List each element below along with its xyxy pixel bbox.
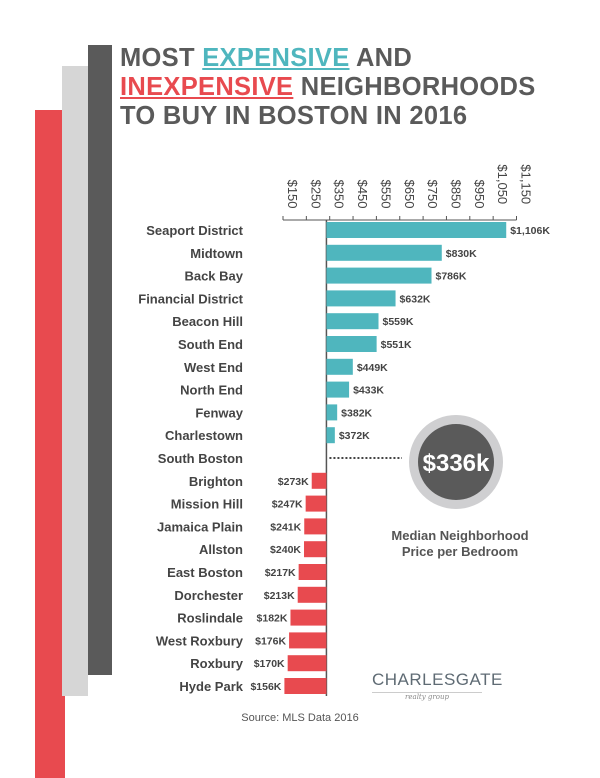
category-label: Mission Hill (171, 497, 243, 512)
bar-inexpensive (297, 586, 327, 603)
x-tick-label: $950 (472, 180, 487, 209)
category-label: West Roxbury (156, 633, 244, 648)
bar-inexpensive (284, 678, 327, 694)
category-label: Hyde Park (179, 679, 243, 694)
x-tick-label: $450 (355, 180, 370, 209)
bar-expensive (326, 358, 353, 375)
value-label: $240K (270, 544, 301, 556)
x-tick-label: $550 (378, 180, 393, 209)
bar-expensive (326, 222, 507, 238)
value-label: $830K (446, 248, 477, 260)
bar-expensive (326, 313, 379, 330)
value-label: $241K (270, 521, 301, 533)
value-label: $170K (254, 658, 285, 670)
category-label: Charlestown (165, 428, 243, 443)
x-tick-label: $350 (332, 180, 347, 209)
category-label: Roslindale (177, 611, 243, 626)
x-tick-label: $250 (308, 180, 323, 209)
light-gray-stripe (62, 66, 88, 696)
category-label: Allston (199, 542, 243, 557)
chart-title: MOST EXPENSIVE AND INEXPENSIVE NEIGHBORH… (120, 44, 536, 131)
logo-main: CHARLESGATE (372, 670, 503, 689)
bar-inexpensive (305, 495, 327, 512)
median-label-line1: Median Neighborhood (391, 528, 529, 543)
bar-expensive (326, 290, 396, 307)
category-label: North End (180, 383, 243, 398)
bar-expensive (326, 244, 442, 261)
category-label: Back Bay (184, 269, 243, 284)
logo-sub: realty group (372, 692, 482, 701)
title-word: MOST (120, 44, 203, 72)
value-label: $213K (264, 590, 295, 602)
bar-expensive (326, 336, 377, 352)
category-label: Midtown (190, 246, 243, 261)
category-label: Dorchester (174, 588, 243, 603)
median-circle (418, 424, 494, 500)
bar-expensive (326, 381, 350, 398)
value-label: $273K (278, 476, 309, 488)
title-word: NEIGHBORHOODS (293, 73, 536, 101)
title-inexpensive: INEXPENSIVE (120, 73, 294, 101)
value-label: $217K (265, 567, 296, 579)
bar-expensive (326, 267, 432, 284)
charlesgate-logo: CHARLESGATE realty group (372, 670, 503, 701)
category-label: South Boston (158, 451, 243, 466)
title-line3: TO BUY IN BOSTON IN 2016 (120, 102, 468, 130)
x-tick-label: $650 (402, 180, 417, 209)
x-tick-label: $150 (285, 180, 300, 209)
bar-inexpensive (311, 472, 327, 489)
bar-inexpensive (287, 655, 327, 672)
value-label: $156K (250, 681, 281, 693)
value-label: $382K (341, 407, 372, 419)
bar-inexpensive (304, 541, 327, 558)
source-note: Source: MLS Data 2016 (241, 712, 359, 724)
red-stripe (35, 110, 65, 778)
value-label: $176K (255, 635, 286, 647)
title-word: AND (349, 44, 413, 72)
median-value: $336k (423, 450, 490, 477)
value-label: $449K (357, 362, 388, 374)
value-label: $247K (272, 499, 303, 511)
category-label: Roxbury (190, 656, 244, 671)
x-tick-label: $850 (448, 180, 463, 209)
value-label: $632K (400, 293, 431, 305)
bar-inexpensive (289, 632, 327, 649)
category-label: West End (184, 360, 243, 375)
bar-inexpensive (298, 564, 327, 580)
x-tick-label: $750 (425, 180, 440, 209)
value-label: $1,106K (510, 225, 550, 237)
title-expensive: EXPENSIVE (202, 44, 350, 72)
bar-inexpensive (290, 609, 327, 626)
category-label: South End (178, 337, 243, 352)
x-tick-label: $1,150 (519, 164, 534, 204)
category-label: Beacon Hill (172, 314, 243, 329)
bar-expensive (326, 404, 338, 421)
category-label: East Boston (167, 565, 243, 580)
median-label: Median Neighborhood Price per Bedroom (380, 528, 540, 560)
value-label: $372K (339, 430, 370, 442)
value-label: $559K (383, 316, 414, 328)
value-label: $182K (257, 613, 288, 625)
dark-gray-stripe (88, 45, 112, 675)
x-tick-label: $1,050 (495, 164, 510, 204)
category-label: Brighton (189, 474, 243, 489)
category-label: Seaport District (146, 223, 243, 238)
value-label: $786K (436, 271, 467, 283)
category-label: Jamaica Plain (157, 519, 243, 534)
value-label: $433K (353, 385, 384, 397)
median-label-line2: Price per Bedroom (401, 544, 519, 559)
category-label: Fenway (195, 405, 243, 420)
value-label: $551K (381, 339, 412, 351)
bar-expensive (326, 427, 335, 444)
bar-inexpensive (304, 518, 327, 535)
category-label: Financial District (138, 291, 243, 306)
